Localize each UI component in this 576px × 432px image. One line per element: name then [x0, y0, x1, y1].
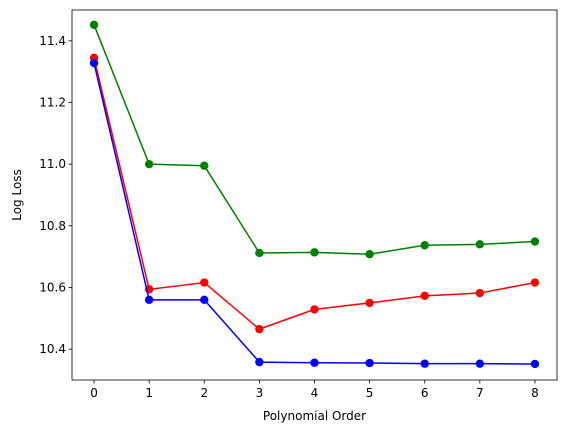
- x-tick-label: 4: [311, 386, 319, 400]
- data-point-0-8: [530, 237, 540, 246]
- data-point-2-3: [255, 357, 264, 367]
- data-point-0-3: [255, 248, 264, 258]
- axes-frame: [71, 9, 558, 381]
- data-point-2-0: [89, 58, 99, 68]
- x-tick-label: 7: [476, 386, 484, 400]
- x-tick-label: 5: [366, 386, 374, 400]
- data-point-0-6: [420, 241, 429, 250]
- data-point-2-1: [144, 295, 154, 305]
- y-tick-label: 11.4: [39, 34, 66, 48]
- data-point-2-4: [310, 358, 319, 367]
- x-tick-label: 2: [200, 386, 208, 400]
- y-tick-label: 11.0: [39, 157, 66, 171]
- data-point-0-1: [144, 159, 154, 169]
- data-point-2-5: [365, 358, 374, 368]
- data-point-1-5: [365, 298, 374, 308]
- y-axis-label: Log Loss: [10, 169, 24, 221]
- data-point-1-3: [255, 324, 264, 334]
- data-point-2-2: [200, 295, 209, 305]
- data-point-1-7: [475, 288, 485, 298]
- series-line-2: [93, 62, 535, 365]
- series-line-0: [93, 24, 535, 255]
- data-point-0-7: [475, 240, 485, 249]
- data-point-1-2: [200, 278, 209, 287]
- x-axis-label: Polynomial Order: [263, 409, 366, 423]
- y-tick-label: 10.4: [39, 342, 66, 356]
- axis-ticks: 0 1 2 3 4 5 6 7 8 10.4 10.6 10.8 11.0 11.2 11.4: [39, 34, 538, 400]
- data-point-0-4: [310, 248, 319, 257]
- series-line-1: [93, 57, 536, 330]
- data-point-2-7: [475, 359, 485, 368]
- data-point-1-8: [530, 278, 540, 287]
- data-point-2-6: [420, 359, 429, 368]
- plot-area: [89, 20, 540, 369]
- y-tick-label: 11.2: [39, 96, 66, 110]
- y-tick-label: 10.8: [39, 219, 66, 233]
- data-point-0-2: [200, 161, 209, 170]
- data-point-0-0: [89, 20, 99, 29]
- data-point-1-4: [310, 305, 319, 314]
- data-point-1-6: [420, 291, 429, 301]
- x-tick-label: 0: [90, 386, 98, 400]
- x-tick-label: 8: [531, 386, 539, 400]
- data-point-0-5: [365, 250, 374, 259]
- x-tick-label: 1: [145, 386, 153, 400]
- x-tick-label: 6: [421, 386, 429, 400]
- y-tick-label: 10.6: [39, 281, 66, 295]
- data-point-2-8: [530, 359, 540, 369]
- x-tick-label: 3: [256, 386, 264, 400]
